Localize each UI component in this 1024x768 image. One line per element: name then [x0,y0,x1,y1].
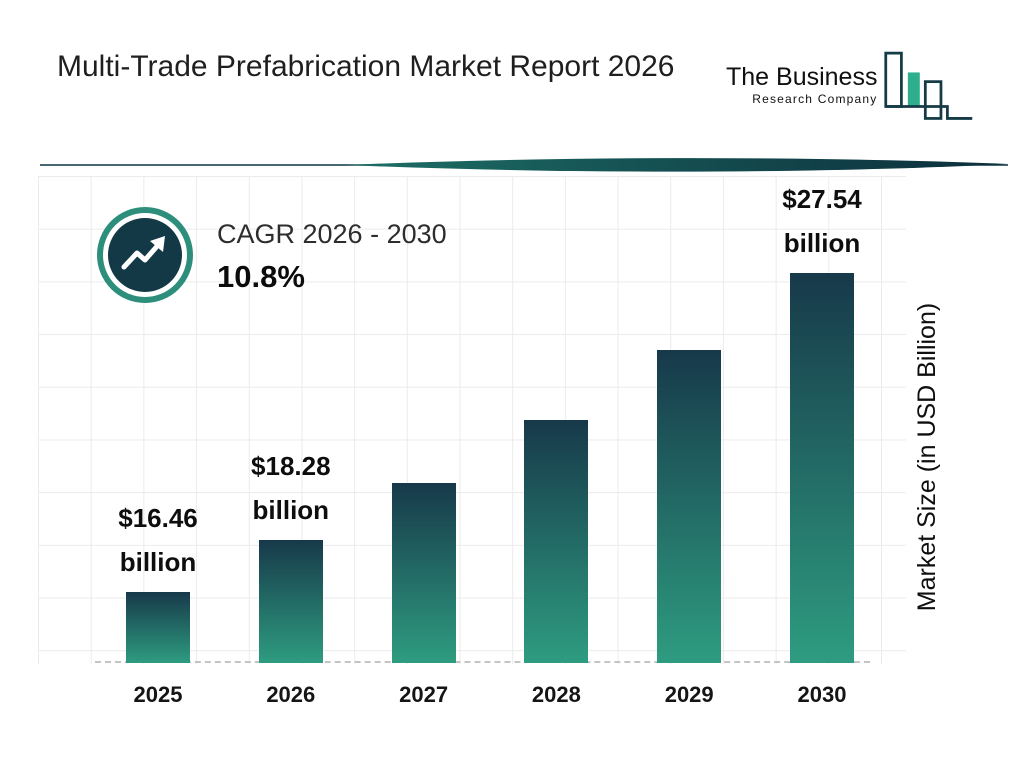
x-axis-label-2028: 2028 [531,682,581,707]
bar-value-label-2025: $16.46 billion [118,502,198,577]
x-axis-label-2025: 2025 [133,682,183,707]
page-title: Multi-Trade Prefabrication Market Report… [57,50,675,83]
header-divider [0,152,1024,178]
cagr-badge: CAGR 2026 - 2030 10.8% [95,205,447,310]
bar-2028 [524,420,589,663]
logo-name: The Business [726,63,878,91]
y-axis-title: Market Size (in USD Billion) [913,302,941,612]
cagr-value: 10.8% [217,259,305,294]
logo-subname: Research Company [752,92,878,107]
bar-chart-logo-icon [883,50,975,133]
bar-2029 [657,350,722,663]
growth-arrow-icon [95,205,195,310]
company-logo: The Business Research Company [726,50,975,133]
x-axis-label-2029: 2029 [664,682,714,707]
x-axis-label-2030: 2030 [797,682,847,707]
x-axis-label-2027: 2027 [399,682,449,707]
bar-value-label-2030: $27.54 billion [782,183,862,258]
x-axis-label-2026: 2026 [266,682,316,707]
bar-2026 [258,540,323,663]
bar-2030 [790,273,854,663]
x-axis-dashed-line [95,661,870,663]
bar-2025 [126,592,190,663]
bar-value-label-2026: $18.28 billion [251,450,331,525]
bar-2027 [391,483,456,663]
cagr-period-label: CAGR 2026 - 2030 [217,219,447,249]
cagr-text: CAGR 2026 - 2030 10.8% [217,219,447,295]
company-logo-text: The Business Research Company [726,63,878,107]
